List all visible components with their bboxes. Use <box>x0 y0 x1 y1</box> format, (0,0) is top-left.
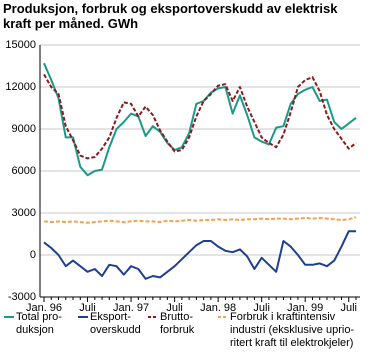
y-tick-label: 3000 <box>12 207 36 219</box>
series-line <box>43 230 356 280</box>
x-tick-label: Jan. 99 <box>287 302 323 314</box>
x-tick-label: Jan. 98 <box>200 302 236 314</box>
series-line <box>43 216 357 224</box>
x-tick-label: Jan. 97 <box>113 302 149 314</box>
legend-label: Forbruk i kraftintensiv industri (eksklu… <box>230 311 355 349</box>
legend-label: Eksport- overskudd <box>90 311 141 336</box>
x-tick-label: Juli <box>166 302 183 314</box>
x-tick-label: Jan. 96 <box>26 302 62 314</box>
y-tick-label: 9000 <box>12 123 36 135</box>
y-tick-label: 6000 <box>12 165 36 177</box>
legend-label: Brutto- forbruk <box>160 311 195 336</box>
x-tick-label: Juli <box>340 302 357 314</box>
y-tick-label: 0 <box>30 249 36 261</box>
y-tick-label: 12000 <box>5 81 36 93</box>
x-tick-label: Juli <box>79 302 96 314</box>
x-tick-label: Juli <box>253 302 270 314</box>
legend-label: Total pro- duksjon <box>16 311 62 336</box>
chart-title: Produksjon, forbruk og eksportoverskudd … <box>3 1 338 31</box>
y-tick-label: -3000 <box>8 291 36 303</box>
series-line <box>43 73 357 160</box>
series-line <box>43 62 357 177</box>
y-tick-label: 15000 <box>5 39 36 51</box>
